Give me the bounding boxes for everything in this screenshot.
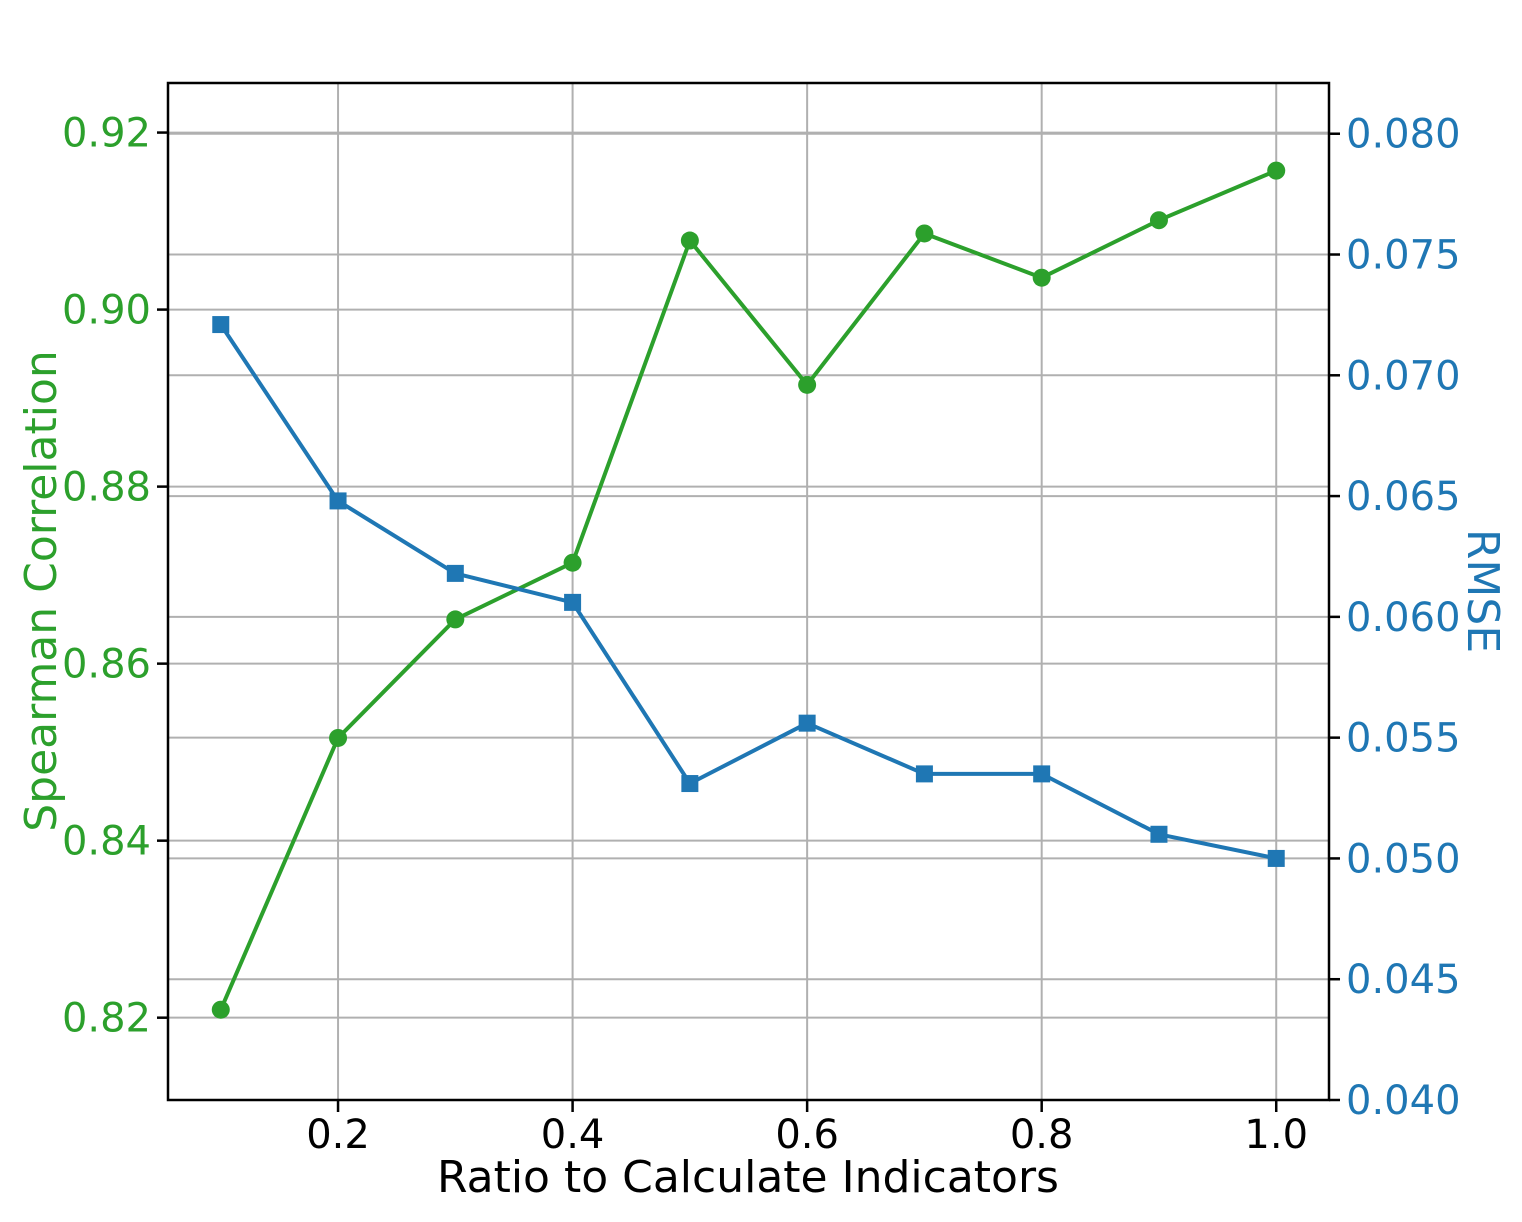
right-y-tick-label: 0.055 [1346, 716, 1461, 762]
right-y-tick-label: 0.065 [1346, 474, 1461, 520]
spearman-marker [1149, 211, 1168, 230]
spearman-marker [211, 1000, 230, 1019]
spearman-marker [563, 553, 582, 572]
left-y-axis-label: Spearman Correlation [16, 350, 67, 832]
rmse-marker [1150, 825, 1168, 843]
x-tick-label: 0.4 [541, 1112, 605, 1158]
rmse-line [218, 322, 1279, 861]
right-y-tick-label: 0.040 [1346, 1078, 1461, 1124]
left-y-tick-label: 0.88 [62, 465, 151, 511]
plot-frame-layer [166, 81, 1331, 1102]
rmse-marker [798, 714, 816, 732]
right-y-tick-label: 0.075 [1346, 233, 1461, 279]
left-y-tick-label: 0.84 [62, 819, 151, 865]
x-axis-label: Ratio to Calculate Indicators [437, 1152, 1059, 1203]
right-y-tick-label: 0.060 [1346, 595, 1461, 641]
spearman-marker [329, 728, 348, 747]
spearman-marker [798, 375, 817, 394]
right-y-tick-label: 0.050 [1346, 836, 1461, 882]
rmse-marker [915, 765, 933, 783]
right-y-tick-label: 0.080 [1346, 112, 1461, 158]
plot-frame [166, 81, 1331, 1102]
rmse-marker [329, 492, 347, 510]
tick-labels-layer: 0.82 0.84 0.86 0.88 0.90 0.92 0.040 0.045 0.050 0… [62, 111, 1461, 1158]
x-tick-label: 0.2 [306, 1112, 370, 1158]
rmse-marker [1267, 849, 1285, 867]
gridlines-layer [168, 83, 1329, 1100]
rmse-marker [564, 593, 582, 611]
right-y-tick-label: 0.045 [1346, 957, 1461, 1003]
spearman-marker [446, 610, 465, 629]
right-y-axis-label: RMSE [1457, 529, 1508, 653]
spearman-marker [915, 224, 934, 243]
x-tick-label: 0.6 [775, 1112, 839, 1158]
left-y-tick-label: 0.90 [62, 288, 151, 334]
spearman-line [218, 168, 1279, 1012]
rmse-marker [212, 316, 230, 334]
x-tick-label: 1.0 [1244, 1112, 1308, 1158]
right-y-tick-label: 0.070 [1346, 353, 1461, 399]
left-y-tick-label: 0.82 [62, 996, 151, 1042]
ticks-layer [157, 131, 1340, 1112]
spearman-marker [1032, 268, 1051, 287]
rmse-marker [681, 775, 699, 793]
x-tick-label: 0.8 [1010, 1112, 1074, 1158]
spearman-marker [1267, 161, 1286, 180]
left-y-tick-label: 0.86 [62, 642, 151, 688]
spearman-marker [680, 231, 699, 250]
rmse-marker [1033, 765, 1051, 783]
left-y-tick-label: 0.92 [62, 111, 151, 157]
series-layer [211, 161, 1286, 1019]
rmse-marker [446, 564, 464, 582]
